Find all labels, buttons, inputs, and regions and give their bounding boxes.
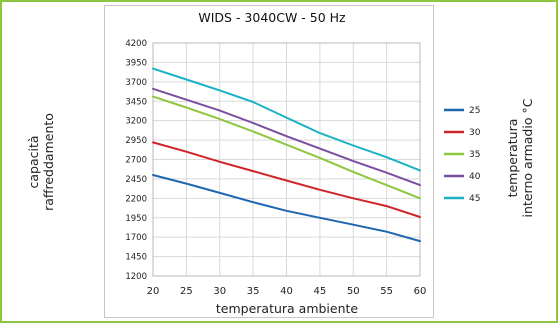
x-tick-label: 40 bbox=[280, 286, 293, 297]
y-tick-label: 3950 bbox=[125, 58, 147, 68]
y-tick-label: 1700 bbox=[125, 233, 147, 243]
plot-border bbox=[152, 42, 421, 277]
legend-label-40: 40 bbox=[469, 172, 481, 182]
legend-label-25: 25 bbox=[469, 106, 480, 116]
x-tick-label: 60 bbox=[414, 286, 427, 297]
legend-title-line-1: temperatura bbox=[505, 119, 520, 198]
grid bbox=[152, 42, 421, 277]
chart-panel bbox=[104, 5, 434, 318]
y-axis-label-line-1: capacità bbox=[26, 135, 41, 188]
chart-title: WIDS - 3040CW - 50 Hz bbox=[198, 10, 346, 25]
y-tick-label: 3450 bbox=[125, 97, 147, 107]
y-tick-label: 3700 bbox=[125, 78, 147, 88]
x-axis-ticks: 20 25 30 35 40 45 50 55 60 bbox=[147, 286, 427, 297]
series-line-25 bbox=[152, 174, 421, 243]
y-tick-label: 2450 bbox=[125, 175, 147, 185]
plot-area bbox=[152, 42, 421, 277]
y-tick-label: 1450 bbox=[125, 253, 147, 263]
series-lines bbox=[152, 67, 421, 243]
series-line-30 bbox=[152, 141, 421, 218]
y-tick-label: 1950 bbox=[125, 214, 147, 224]
x-tick-label: 25 bbox=[180, 286, 193, 297]
legend-label-30: 30 bbox=[469, 128, 481, 138]
series-line-45 bbox=[152, 67, 421, 172]
y-tick-label: 3200 bbox=[125, 117, 147, 127]
y-tick-label: 2700 bbox=[125, 156, 147, 166]
x-tick-label: 55 bbox=[380, 286, 393, 297]
x-tick-label: 35 bbox=[247, 286, 260, 297]
x-tick-label: 30 bbox=[213, 286, 226, 297]
legend-label-45: 45 bbox=[469, 194, 480, 204]
y-axis-label-line-2: raffreddamento bbox=[41, 113, 56, 211]
x-tick-label: 45 bbox=[314, 286, 327, 297]
series-line-35 bbox=[152, 95, 421, 200]
legend-label-35: 35 bbox=[469, 150, 480, 160]
y-axis-ticks: 1200 1450 1700 1950 2200 2450 2700 2950 3200 3450… bbox=[125, 39, 147, 282]
x-axis-label: temperatura ambiente bbox=[216, 301, 359, 316]
y-tick-label: 4200 bbox=[125, 39, 147, 49]
x-tick-label: 50 bbox=[347, 286, 360, 297]
x-tick-label: 20 bbox=[147, 286, 160, 297]
y-tick-label: 1200 bbox=[125, 272, 147, 282]
y-tick-label: 2950 bbox=[125, 136, 147, 146]
y-axis-label: capacità raffreddamento bbox=[26, 113, 56, 211]
legend: 25 30 35 40 45 bbox=[444, 106, 481, 204]
legend-title-line-2: interno armadio °C bbox=[520, 98, 535, 217]
series-line-40 bbox=[152, 87, 421, 187]
legend-title: temperatura interno armadio °C bbox=[505, 98, 535, 217]
y-tick-label: 2200 bbox=[125, 194, 147, 204]
